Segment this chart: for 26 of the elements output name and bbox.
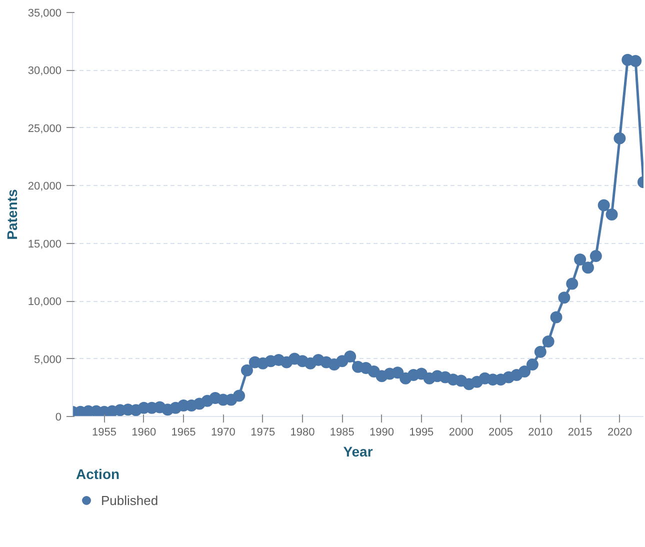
x-tick-label: 1960 <box>132 426 156 438</box>
x-tick-label: 2020 <box>607 426 632 438</box>
x-tick-label: 2005 <box>488 426 513 438</box>
y-tick-label: 25,000 <box>28 122 62 135</box>
y-tick-label: 0 <box>55 412 62 424</box>
y-tick-label: 15,000 <box>28 238 62 250</box>
x-tick-label: 1980 <box>290 426 315 438</box>
legend-label: Published <box>101 492 158 508</box>
y-tick-label: 35,000 <box>28 8 62 20</box>
y-tick-label: 5,000 <box>34 354 62 366</box>
x-tick-label: 1985 <box>330 426 354 438</box>
x-tick-label: 1965 <box>171 426 196 438</box>
y-tick-label: 10,000 <box>28 296 62 308</box>
x-tick-label: 2015 <box>568 426 592 438</box>
x-tick-label: 1990 <box>370 426 394 438</box>
x-tick-label: 1995 <box>409 426 434 438</box>
x-tick-label: 2000 <box>448 426 474 438</box>
x-tick-label: 2010 <box>528 426 553 438</box>
x-tick-label: 1975 <box>250 426 276 438</box>
x-tick-label: 1970 <box>210 426 236 438</box>
legend-title: Action <box>76 466 121 482</box>
x-axis-title: Year <box>343 444 374 460</box>
y-axis-title: Patents <box>4 189 20 240</box>
x-tick-label: 1955 <box>92 426 116 438</box>
y-tick-label: 20,000 <box>28 180 62 193</box>
y-tick-label: 30,000 <box>28 65 62 78</box>
